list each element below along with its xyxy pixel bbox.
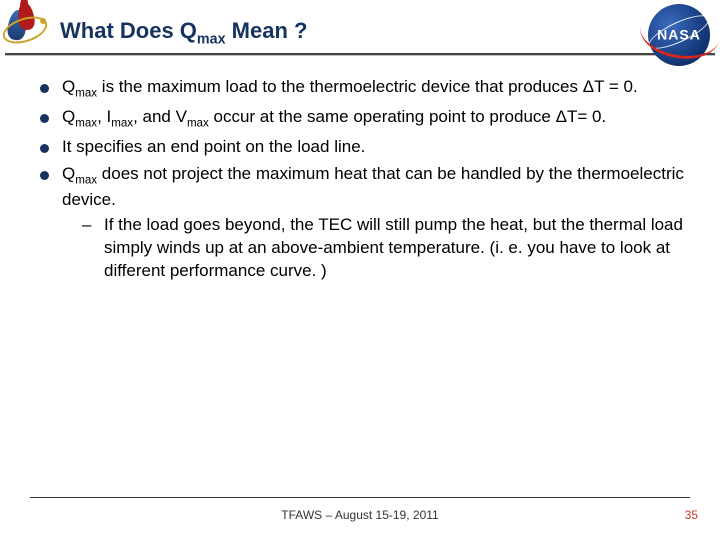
nasa-logo: NASA [648, 4, 710, 66]
bullet-text: Qmax is the maximum load to the thermoel… [62, 77, 638, 96]
bullet-text: It specifies an end point on the load li… [62, 137, 365, 156]
bullet-item: Qmax does not project the maximum heat t… [34, 163, 686, 283]
sub-bullet-item: If the load goes beyond, the TEC will st… [76, 214, 686, 283]
header-divider [5, 53, 715, 56]
nasa-swoosh-icon [636, 21, 720, 64]
slide-body: Qmax is the maximum load to the thermoel… [34, 76, 686, 287]
orbit-ring-icon [0, 11, 51, 48]
bullet-item: Qmax is the maximum load to the thermoel… [34, 76, 686, 102]
footer-divider [30, 497, 690, 498]
bullet-text: Qmax, Imax, and Vmax occur at the same o… [62, 107, 606, 126]
orbit-flame-logo [0, 0, 50, 56]
sub-bullet-list: If the load goes beyond, the TEC will st… [62, 214, 686, 283]
slide-header: What Does Qmax Mean ? NASA [0, 0, 720, 56]
footer-text: TFAWS – August 15-19, 2011 [0, 508, 720, 522]
bullet-list: Qmax is the maximum load to the thermoel… [34, 76, 686, 283]
bullet-text: Qmax does not project the maximum heat t… [62, 164, 684, 209]
page-number: 35 [685, 508, 698, 522]
slide: What Does Qmax Mean ? NASA Qmax is the m… [0, 0, 720, 540]
slide-title: What Does Qmax Mean ? [60, 18, 720, 47]
bullet-item: Qmax, Imax, and Vmax occur at the same o… [34, 106, 686, 132]
sub-bullet-text: If the load goes beyond, the TEC will st… [104, 215, 683, 280]
bullet-item: It specifies an end point on the load li… [34, 136, 686, 159]
